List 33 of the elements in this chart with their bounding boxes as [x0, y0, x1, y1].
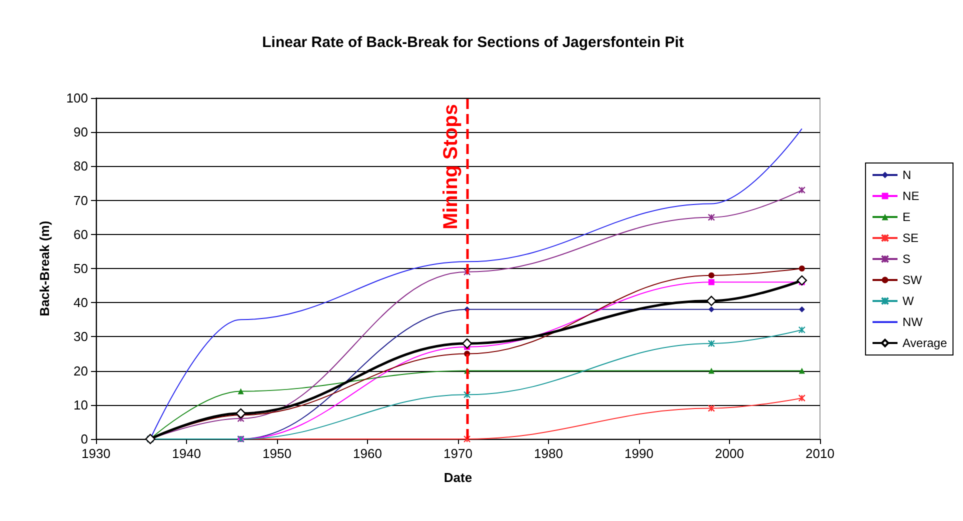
x-tick-label: 1980: [534, 446, 563, 461]
y-tick-label: 30: [74, 329, 88, 344]
x-tick-label: 1990: [624, 446, 654, 461]
legend-label: W: [902, 294, 915, 308]
x-tick-label: 1930: [82, 446, 110, 461]
x-tick-label: 1940: [172, 446, 201, 461]
legend-label: SE: [902, 231, 919, 245]
x-tick-label: 2010: [806, 446, 834, 461]
y-tick-label: 100: [66, 90, 88, 106]
y-tick-label: 40: [74, 295, 88, 310]
ref-line-label: Mining Stops: [440, 104, 462, 230]
legend-label: Average: [902, 336, 948, 350]
y-tick-label: 70: [74, 192, 88, 208]
x-tick-label: 1960: [353, 446, 382, 461]
chart-title: Linear Rate of Back-Break for Sections of Jagersfontein Pit: [262, 34, 684, 51]
y-tick-label: 10: [74, 397, 88, 412]
x-tick-label: 1970: [444, 446, 472, 461]
legend-label: S: [902, 252, 911, 266]
y-tick-label: 80: [74, 158, 88, 174]
y-tick-label: 50: [74, 261, 88, 276]
y-tick-label: 90: [74, 124, 88, 140]
y-tick-label: 0: [80, 432, 88, 446]
x-axis-title: Date: [444, 470, 472, 485]
y-tick-label: 20: [74, 363, 88, 378]
x-tick-label: 1950: [262, 446, 292, 461]
legend-label: NE: [902, 189, 920, 203]
y-tick-label: 60: [74, 226, 88, 242]
legend-label: N: [902, 168, 912, 182]
legend-label: E: [902, 210, 911, 224]
legend-label: NW: [902, 315, 924, 329]
x-tick-label: 2000: [715, 446, 744, 461]
y-axis-title: Back-Break (m): [37, 220, 52, 316]
legend-label: SW: [902, 273, 923, 287]
